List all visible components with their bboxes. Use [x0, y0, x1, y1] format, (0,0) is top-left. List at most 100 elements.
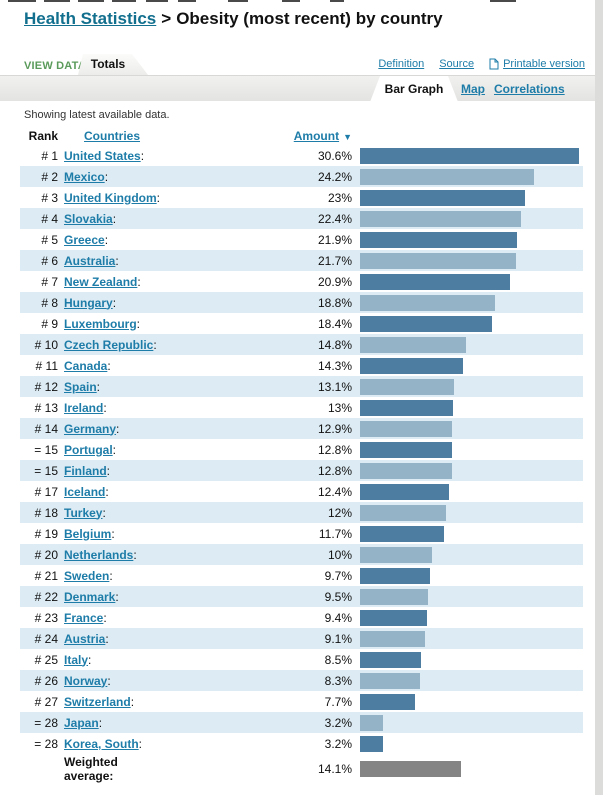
country-cell: Finland:: [64, 464, 282, 478]
amount-bar: [360, 315, 492, 332]
country-link[interactable]: Sweden: [64, 568, 110, 583]
tab-totals[interactable]: Totals: [78, 54, 148, 75]
country-link[interactable]: Portugal: [64, 442, 113, 457]
bar-cell: [360, 462, 584, 479]
country-colon: :: [115, 253, 119, 268]
country-cell: Switzerland:: [64, 695, 282, 709]
countries-sort-link[interactable]: Countries: [84, 128, 141, 143]
country-colon: :: [112, 295, 117, 310]
country-link[interactable]: Luxembourg: [64, 316, 137, 331]
country-link[interactable]: Turkey: [64, 505, 103, 520]
bar-cell: [360, 147, 584, 164]
table-header-row: Rank Countries Amount ▼: [20, 126, 583, 145]
country-cell: Greece:: [64, 233, 282, 247]
country-cell: Luxembourg:: [64, 317, 282, 331]
view-tab-band: Bar Graph Map Correlations: [0, 75, 595, 101]
country-link[interactable]: Netherlands: [64, 547, 134, 562]
table-row: # 14 Germany: 12.9%: [20, 418, 583, 439]
amount-value: 9.7%: [324, 568, 352, 583]
country-link[interactable]: Slovakia: [64, 211, 113, 226]
amount-bar: [360, 357, 463, 374]
amount-value: 8.5%: [324, 652, 352, 667]
country-link[interactable]: Switzerland: [64, 694, 131, 709]
table-row: # 19 Belgium: 11.7%: [20, 523, 583, 544]
table-row: # 26 Norway: 8.3%: [20, 670, 583, 691]
amount-bar: [360, 651, 421, 668]
rank-cell: # 22: [34, 589, 58, 604]
country-link[interactable]: New Zealand: [64, 274, 138, 289]
bar-cell: [360, 231, 584, 248]
country-link[interactable]: Australia: [64, 253, 116, 268]
tab-bar-graph[interactable]: Bar Graph: [370, 76, 458, 102]
table-row: # 2 Mexico: 24.2%: [20, 166, 583, 187]
amount-bar: [360, 462, 452, 479]
country-link[interactable]: Canada: [64, 358, 108, 373]
country-link[interactable]: Japan: [64, 715, 99, 730]
country-link[interactable]: Italy: [64, 652, 89, 667]
rank-cell: = 28: [34, 715, 58, 730]
amount-value: 9.5%: [324, 589, 352, 604]
country-cell: Belgium:: [64, 527, 282, 541]
country-cell: United States:: [64, 149, 282, 163]
amount-bar: [360, 483, 449, 500]
table-row: # 12 Spain: 13.1%: [20, 376, 583, 397]
country-link[interactable]: France: [64, 610, 104, 625]
country-link[interactable]: Finland: [64, 463, 107, 478]
country-colon: :: [136, 316, 141, 331]
table-row: # 11 Canada: 14.3%: [20, 355, 583, 376]
country-colon: :: [105, 631, 109, 646]
country-link[interactable]: Spain: [64, 379, 97, 394]
bar-cell: [360, 420, 584, 437]
printable-version-label: Printable version: [503, 58, 585, 70]
amount-value: 9.4%: [324, 610, 352, 625]
bar-cell: [360, 546, 584, 563]
amount-value: 11.7%: [318, 526, 352, 541]
sort-desc-icon[interactable]: ▼: [343, 131, 352, 142]
country-link[interactable]: Norway: [64, 673, 108, 688]
breadcrumb-link[interactable]: Health Statistics: [24, 9, 157, 28]
rank-cell: = 15: [34, 442, 58, 457]
printable-version-link[interactable]: Printable version: [489, 58, 585, 70]
country-cell: Netherlands:: [64, 548, 282, 562]
country-colon: :: [116, 421, 120, 436]
country-link[interactable]: Ireland: [64, 400, 104, 415]
country-colon: :: [140, 148, 145, 163]
country-link[interactable]: Greece: [64, 232, 105, 247]
country-link[interactable]: Germany: [64, 421, 117, 436]
tab-map[interactable]: Map: [461, 82, 485, 96]
table-row: # 10 Czech Republic: 14.8%: [20, 334, 583, 355]
country-link[interactable]: Belgium: [64, 526, 112, 541]
rank-header: Rank: [28, 128, 58, 143]
amount-bar: [360, 735, 383, 752]
country-link[interactable]: Mexico: [64, 169, 105, 184]
country-link[interactable]: Hungary: [64, 295, 113, 310]
country-colon: :: [106, 463, 111, 478]
source-link[interactable]: Source: [439, 58, 475, 70]
table-row: # 4 Slovakia: 22.4%: [20, 208, 583, 229]
country-link[interactable]: Iceland: [64, 484, 106, 499]
amount-sort-link[interactable]: Amount: [293, 128, 340, 143]
country-link[interactable]: Czech Republic: [64, 337, 154, 352]
country-colon: :: [107, 358, 111, 373]
bar-cell: [360, 567, 584, 584]
country-cell: Turkey:: [64, 506, 282, 520]
weighted-average-value: 14.1%: [317, 762, 352, 776]
table-row: # 21 Sweden: 9.7%: [20, 565, 583, 586]
country-link[interactable]: Austria: [64, 631, 106, 646]
rank-cell: # 13: [34, 400, 58, 415]
breadcrumb-separator: >: [161, 9, 172, 28]
country-link[interactable]: United Kingdom: [64, 190, 157, 205]
country-link[interactable]: Korea, South: [64, 736, 139, 751]
tab-correlations[interactable]: Correlations: [494, 82, 565, 96]
country-colon: :: [109, 568, 113, 583]
amount-value: 12.9%: [317, 421, 352, 436]
definition-link[interactable]: Definition: [378, 58, 425, 70]
country-cell: Norway:: [64, 674, 282, 688]
country-link[interactable]: Denmark: [64, 589, 116, 604]
bar-cell: [360, 735, 584, 752]
country-link[interactable]: United States: [64, 148, 141, 163]
amount-bar: [360, 714, 383, 731]
bar-cell: [360, 504, 584, 521]
top-links: Definition Source Printable version: [378, 58, 585, 70]
amount-bar: [360, 168, 534, 185]
